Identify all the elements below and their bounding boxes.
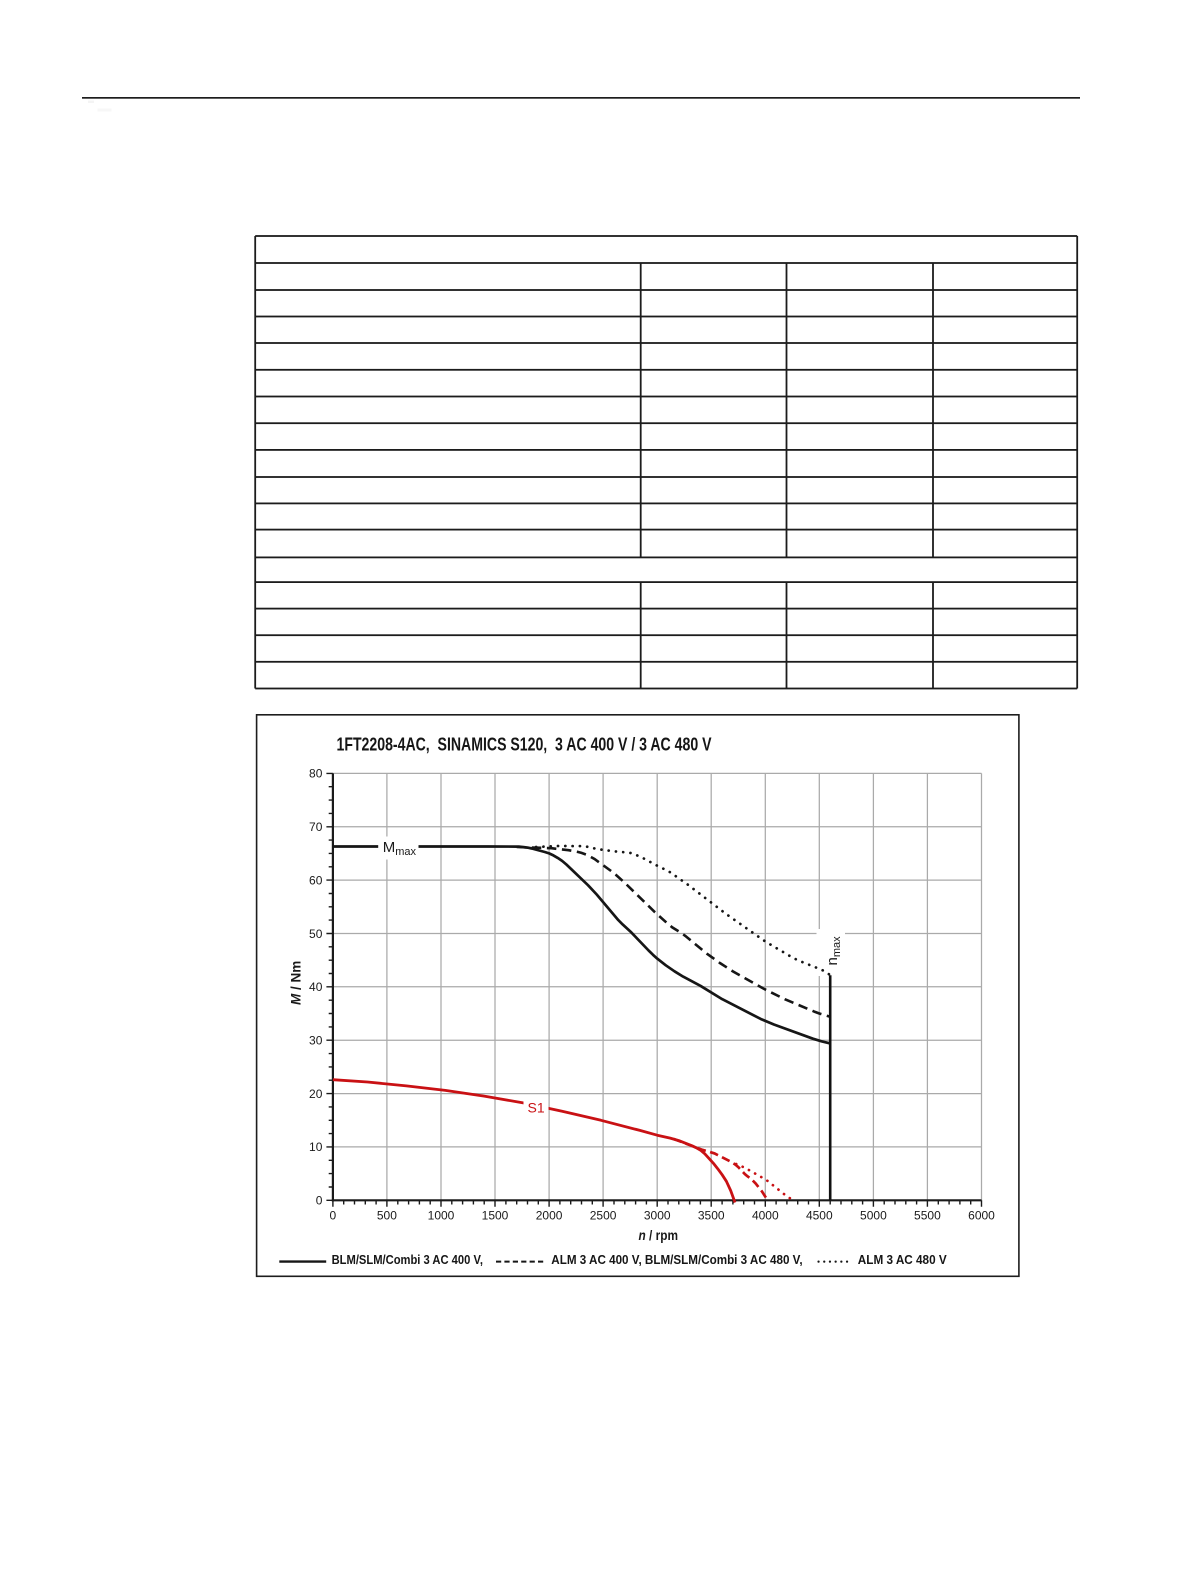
svg-text:ALM 3 AC 480 V: ALM 3 AC 480 V — [858, 1253, 947, 1267]
svg-text:2000: 2000 — [536, 1209, 563, 1223]
svg-text:30: 30 — [309, 1034, 323, 1048]
svg-text:5000: 5000 — [860, 1209, 887, 1223]
svg-text:2500: 2500 — [590, 1209, 617, 1223]
svg-text:500: 500 — [377, 1209, 397, 1223]
svg-text:1FT2208-4AC, SINAMICS S120,: 1FT2208-4AC, SINAMICS S120, 3 AC 400 V /… — [337, 733, 712, 754]
svg-text:ALM 3 AC 400 V, BLM/SLM/Combi: ALM 3 AC 400 V, BLM/SLM/Combi 3 AC 480 V… — [551, 1253, 802, 1267]
svg-text:40: 40 — [309, 980, 323, 994]
svg-text:3000: 3000 — [644, 1209, 671, 1223]
svg-text:3500: 3500 — [698, 1209, 725, 1223]
svg-text:50: 50 — [309, 927, 323, 941]
svg-text:80: 80 — [309, 767, 323, 781]
svg-text:0: 0 — [330, 1209, 337, 1223]
svg-text:20: 20 — [309, 1087, 323, 1101]
svg-text:5500: 5500 — [914, 1209, 941, 1223]
svg-text:1000: 1000 — [428, 1209, 455, 1223]
svg-text:0: 0 — [316, 1194, 323, 1208]
svg-text:70: 70 — [309, 820, 323, 834]
svg-text:6000: 6000 — [968, 1209, 995, 1223]
svg-text:4000: 4000 — [752, 1209, 779, 1223]
svg-text:1500: 1500 — [482, 1209, 509, 1223]
svg-text:S1: S1 — [528, 1100, 545, 1116]
svg-text:M / Nm: M / Nm — [289, 961, 304, 1005]
svg-text:4500: 4500 — [806, 1209, 833, 1223]
svg-text:n / rpm: n / rpm — [639, 1228, 679, 1243]
svg-text:10: 10 — [309, 1140, 323, 1154]
svg-text:BLM/SLM/Combi 3 AC 400 V,: BLM/SLM/Combi 3 AC 400 V, — [332, 1253, 483, 1267]
svg-text:60: 60 — [309, 873, 323, 887]
